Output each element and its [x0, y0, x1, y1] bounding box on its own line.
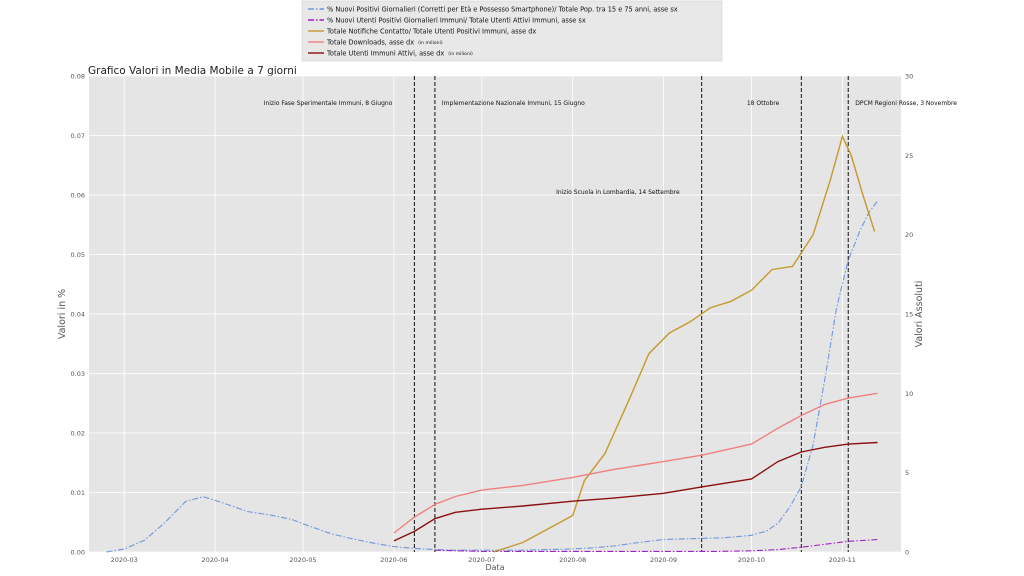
series-line	[434, 538, 878, 552]
x-tick-label: 2020-10	[738, 556, 765, 564]
y-right-tick-label: 0	[905, 549, 909, 557]
legend-label: % Nuovi Positivi Giornalieri (Corretti p…	[327, 6, 678, 14]
axes: 2020-03 2020-04 2020-05 2020-06 2020-07 2020-…	[71, 73, 914, 565]
y-right-tick-label: 10	[905, 390, 913, 398]
legend-label: Totale Downloads, asse dx	[326, 39, 414, 47]
legend-label: Totale Notifiche Contatto/ Totale Utenti…	[326, 28, 536, 36]
y-right-tick-label: 25	[905, 152, 913, 160]
y-left-tick-label: 0.01	[71, 489, 85, 497]
legend: % Nuovi Positivi Giornalieri (Corretti p…	[301, 0, 723, 62]
y-left-tick-label: 0.07	[71, 132, 85, 140]
legend-label: Totale Utenti Immuni Attivi, asse dx	[326, 50, 444, 58]
event-label: Inizio Scuola in Lombardia, 14 Settembre	[556, 189, 680, 196]
legend-box	[301, 0, 723, 62]
y-right-tick-label: 30	[905, 73, 913, 81]
series-line	[393, 392, 878, 534]
y-left-tick-label: 0.08	[71, 73, 85, 81]
y-left-tick-label: 0.03	[71, 370, 85, 378]
x-tick-label: 2020-04	[201, 556, 228, 564]
y-right-tick-label: 5	[905, 469, 909, 477]
legend-label: % Nuovi Utenti Positivi Giornalieri Immu…	[327, 17, 586, 25]
y-right-tick-label: 20	[905, 231, 913, 239]
series-line	[493, 134, 876, 553]
event-lines: Inizio Fase Sperimentale Immuni, 8 Giugn…	[264, 76, 957, 552]
chart-title: Grafico Valori in Media Mobile a 7 giorn…	[88, 65, 297, 77]
y-left-tick-label: 0.06	[71, 192, 85, 200]
x-axis-label: Data	[485, 563, 504, 572]
event-label: 18 Ottobre	[747, 100, 780, 107]
x-tick-label: 2020-06	[380, 556, 407, 564]
series-lines	[106, 134, 878, 553]
event-label: Implementazione Nazionale Immuni, 15 Giu…	[442, 100, 585, 107]
series-line	[106, 200, 878, 553]
y-left-tick-label: 0.00	[71, 549, 85, 557]
x-tick-label: 2020-05	[289, 556, 316, 564]
legend-label-suffix: (in milioni)	[448, 51, 473, 57]
x-tick-label: 2020-11	[829, 556, 856, 564]
legend-label-suffix: (in milioni)	[418, 40, 443, 46]
y-right-tick-label: 15	[905, 311, 913, 319]
x-tick-label: 2020-07	[468, 556, 495, 564]
x-tick-label: 2020-08	[559, 556, 586, 564]
y-axis-right-label: Valori Assoluti	[914, 281, 925, 348]
y-left-tick-label: 0.04	[71, 311, 85, 319]
y-axis-left-label: Valori in %	[57, 289, 68, 339]
y-left-tick-label: 0.02	[71, 430, 85, 438]
series-line	[393, 441, 878, 542]
event-label: DPCM Regioni Rosse, 3 Novembre	[855, 100, 957, 107]
x-tick-label: 2020-03	[111, 556, 138, 564]
x-tick-label: 2020-09	[650, 556, 677, 564]
event-label: Inizio Fase Sperimentale Immuni, 8 Giugn…	[264, 100, 393, 107]
y-left-tick-label: 0.05	[71, 251, 85, 259]
